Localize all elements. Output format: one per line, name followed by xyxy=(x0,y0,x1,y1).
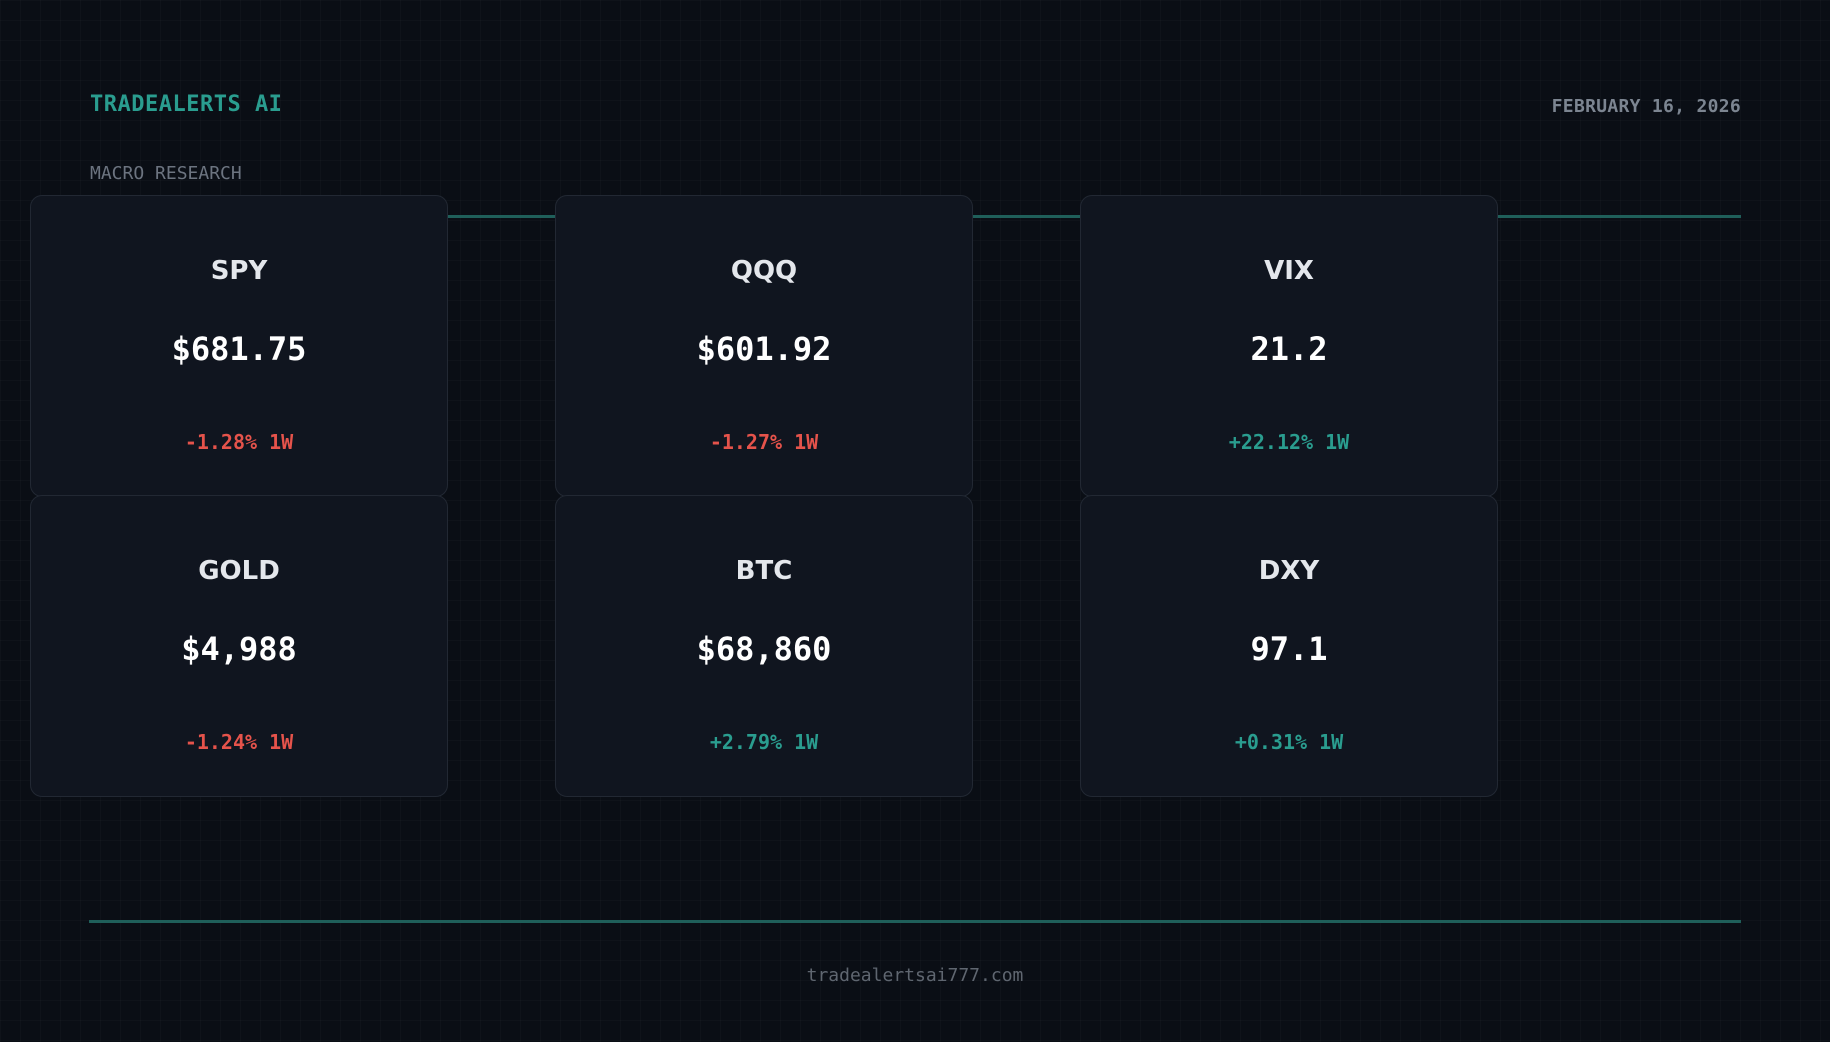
ticker-weekly-change: +0.31% 1W xyxy=(1234,730,1344,754)
ticker-symbol: BTC xyxy=(735,556,793,586)
ticker-card-btc[interactable]: BTC $68,860 +2.79% 1W xyxy=(555,495,973,797)
ticker-card-gold[interactable]: GOLD $4,988 -1.24% 1W xyxy=(30,495,448,797)
footer-website-url[interactable]: tradealertsai777.com xyxy=(806,965,1024,986)
ticker-price: $4,988 xyxy=(181,630,297,668)
ticker-card-spy[interactable]: SPY $681.75 -1.28% 1W xyxy=(30,195,448,497)
ticker-weekly-change: +2.79% 1W xyxy=(709,730,819,754)
ticker-symbol: VIX xyxy=(1264,256,1314,286)
ticker-weekly-change: -1.28% 1W xyxy=(184,430,294,454)
ticker-symbol: SPY xyxy=(210,256,268,286)
ticker-price: $68,860 xyxy=(696,630,832,668)
ticker-symbol: GOLD xyxy=(198,556,280,586)
ticker-symbol: QQQ xyxy=(730,256,798,286)
ticker-card-vix[interactable]: VIX 21.2 +22.12% 1W xyxy=(1080,195,1498,497)
ticker-card-dxy[interactable]: DXY 97.1 +0.31% 1W xyxy=(1080,495,1498,797)
ticker-price: $681.75 xyxy=(171,330,307,368)
ticker-weekly-change: +22.12% 1W xyxy=(1228,430,1350,454)
section-subtitle: MACRO RESEARCH xyxy=(90,163,242,184)
ticker-weekly-change: -1.24% 1W xyxy=(184,730,294,754)
ticker-weekly-change: -1.27% 1W xyxy=(709,430,819,454)
footer-divider xyxy=(89,920,1741,923)
ticker-price: $601.92 xyxy=(696,330,832,368)
ticker-price: 21.2 xyxy=(1250,330,1328,368)
ticker-symbol: DXY xyxy=(1258,556,1320,586)
ticker-card-qqq[interactable]: QQQ $601.92 -1.27% 1W xyxy=(555,195,973,497)
brand-title: TRADEALERTS AI xyxy=(90,92,283,117)
report-date: FEBRUARY 16, 2026 xyxy=(1551,96,1741,117)
ticker-price: 97.1 xyxy=(1250,630,1328,668)
